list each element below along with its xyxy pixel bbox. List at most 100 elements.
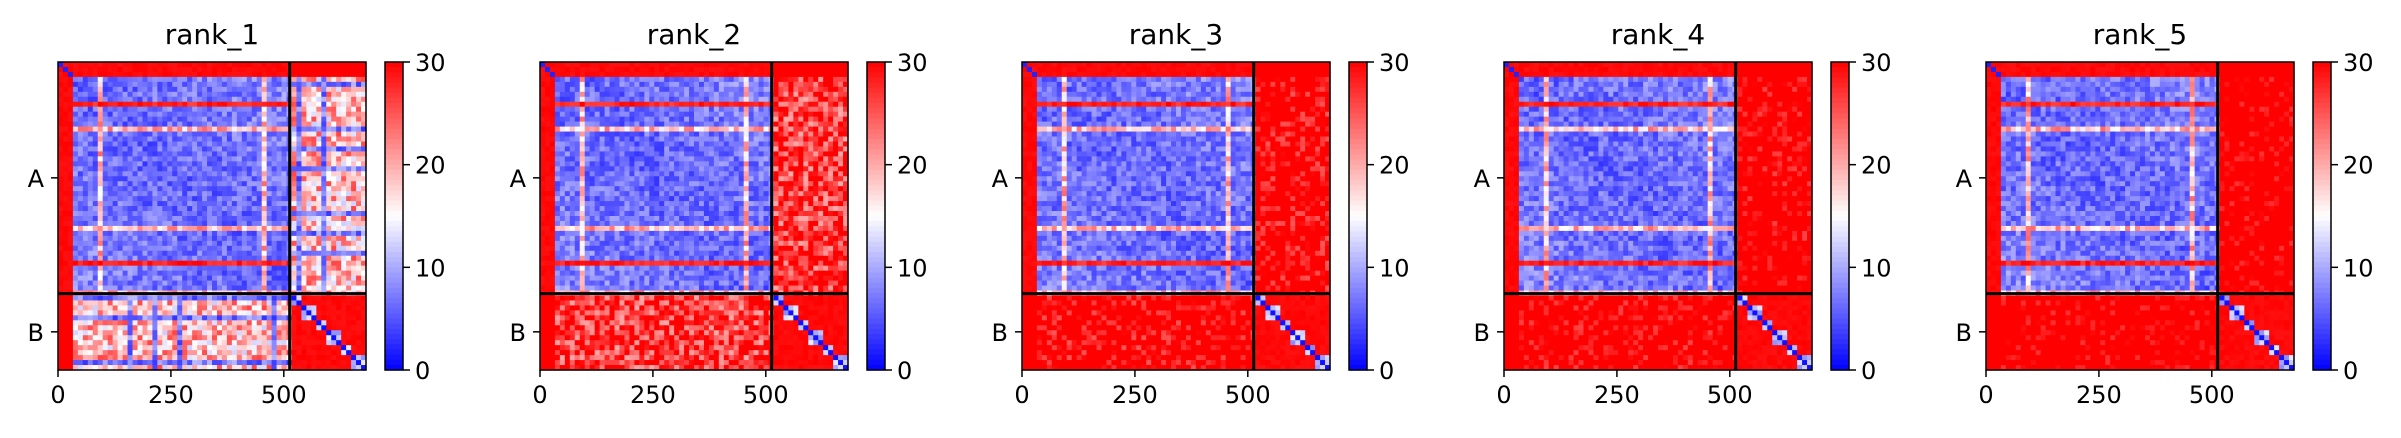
heatmap-cell	[192, 66, 198, 73]
heatmap-cell	[296, 151, 303, 157]
heatmap-cell	[559, 62, 566, 68]
heatmap-cell	[331, 101, 337, 108]
heatmap-cell	[331, 295, 337, 302]
heatmap-cell	[584, 126, 591, 133]
heatmap-cell	[197, 216, 203, 222]
heatmap-cell	[241, 76, 248, 83]
heatmap-cell	[281, 220, 288, 227]
heatmap-cell	[723, 81, 730, 88]
heatmap-cell	[306, 81, 312, 88]
heatmap-cell	[336, 211, 342, 217]
heatmap-cell	[301, 255, 307, 262]
heatmap-cell	[87, 206, 94, 212]
heatmap-cell	[331, 255, 337, 262]
heatmap-cell	[207, 101, 213, 108]
heatmap-cell	[251, 91, 258, 98]
heatmap-cell	[226, 66, 233, 73]
heatmap-cell	[361, 305, 367, 311]
heatmap-cell	[162, 151, 168, 157]
heatmap-cell	[221, 360, 228, 366]
heatmap-cell	[82, 96, 89, 103]
heatmap-cell	[241, 260, 248, 267]
colorbar-tick-label: 0	[415, 357, 430, 385]
heatmap-cell	[838, 116, 844, 123]
heatmap-cell	[833, 91, 839, 98]
heatmap-cell	[843, 91, 849, 98]
heatmap-cell	[599, 121, 606, 128]
heatmap-cell	[97, 91, 104, 98]
heatmap-cell	[212, 265, 218, 272]
heatmap-cell	[212, 91, 218, 98]
heatmap-cell	[192, 106, 198, 113]
heatmap-cell	[77, 161, 84, 167]
heatmap-cell	[221, 245, 228, 252]
heatmap-cell	[351, 330, 357, 336]
heatmap-cell	[311, 191, 317, 197]
heatmap-cell	[87, 181, 94, 187]
heatmap-cell	[798, 101, 804, 108]
heatmap-cell	[172, 101, 178, 108]
heatmap-cell	[162, 191, 168, 197]
heatmap-cell	[192, 216, 198, 222]
heatmap-cell	[58, 86, 64, 93]
heatmap-cell	[331, 186, 337, 192]
heatmap-cell	[341, 176, 347, 182]
heatmap-cell	[281, 96, 288, 103]
heatmap-cell	[336, 275, 342, 282]
heatmap-cell	[296, 305, 303, 311]
heatmap-cell	[291, 265, 298, 272]
heatmap-cell	[152, 131, 158, 138]
heatmap-cell	[92, 196, 99, 202]
heatmap-cell	[132, 91, 139, 98]
heatmap-cell	[226, 126, 233, 133]
heatmap-cell	[604, 76, 611, 83]
heatmap-cell	[644, 111, 650, 118]
heatmap-cell	[167, 116, 173, 123]
heatmap-cell	[326, 315, 332, 321]
heatmap-cell	[207, 250, 213, 257]
heatmap-cell	[301, 350, 307, 356]
heatmap-cell	[182, 106, 188, 113]
heatmap-cell	[127, 181, 134, 187]
heatmap-cell	[216, 191, 223, 197]
heatmap-cell	[132, 245, 139, 252]
heatmap-cell	[644, 76, 650, 83]
heatmap-cell	[331, 166, 337, 172]
heatmap-cell	[72, 245, 79, 252]
heatmap-cell	[112, 151, 119, 157]
heatmap-cell	[843, 81, 849, 88]
heatmap-cell	[187, 240, 193, 247]
heatmap-cell	[216, 176, 223, 182]
heatmap-cell	[112, 116, 119, 123]
heatmap-cell	[102, 131, 109, 138]
heatmap-cell	[236, 235, 243, 242]
heatmap-cell	[132, 305, 139, 311]
heatmap-cell	[207, 335, 213, 341]
heatmap-cell	[664, 121, 670, 128]
heatmap-cell	[316, 320, 322, 326]
heatmap-cell	[684, 62, 690, 68]
heatmap-cell	[609, 131, 616, 138]
heatmap-cell	[803, 66, 809, 73]
heatmap-cell	[117, 81, 124, 88]
heatmap-cell	[207, 81, 213, 88]
heatmap-cell	[87, 96, 94, 103]
heatmap-cell	[306, 335, 312, 341]
heatmap-cell	[202, 126, 208, 133]
heatmap-cell	[649, 126, 655, 133]
heatmap-cell	[818, 62, 824, 68]
heatmap-cell	[182, 206, 188, 212]
heatmap-cell	[127, 355, 134, 361]
heatmap-cell	[639, 101, 645, 108]
heatmap-cell	[92, 240, 99, 247]
heatmap-cell	[77, 245, 84, 252]
heatmap-cell	[221, 315, 228, 321]
heatmap-cell	[758, 76, 765, 83]
heatmap-cell	[142, 260, 149, 267]
heatmap-cell	[107, 191, 114, 197]
heatmap-cell	[137, 76, 144, 83]
heatmap-cell	[107, 171, 114, 177]
heatmap-cell	[694, 106, 700, 113]
heatmap-cell	[654, 66, 660, 73]
heatmap-cell	[241, 320, 248, 326]
